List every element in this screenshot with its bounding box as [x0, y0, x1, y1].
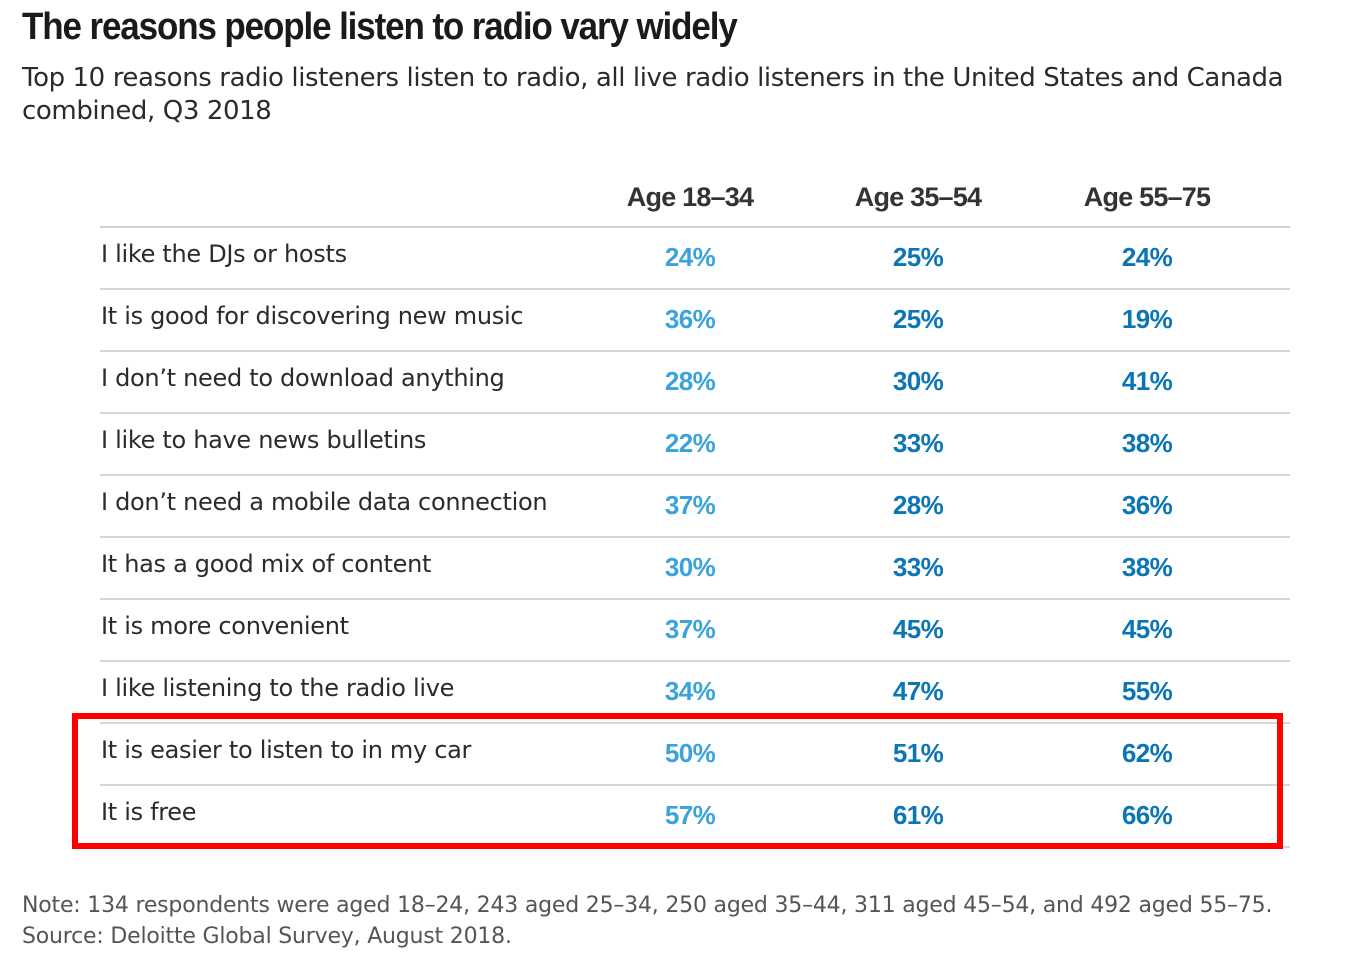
- value-cell: 37%: [664, 490, 716, 520]
- note-text: Note: 134 respondents were aged 18–24, 2…: [22, 893, 1273, 918]
- value-cell: 30%: [892, 366, 944, 396]
- chart-subtitle: Top 10 reasons radio listeners listen to…: [22, 63, 1284, 126]
- row-label: It is free: [101, 798, 197, 826]
- table-row: It is good for discovering new music 36% 2…: [100, 290, 1290, 352]
- column-header-age-18-34: Age 18–34: [626, 182, 754, 212]
- value-cell: 38%: [1121, 428, 1173, 458]
- table-row: I don’t need to download anything 28% 30% 4…: [100, 352, 1290, 414]
- value-cell: 30%: [664, 552, 716, 582]
- value-cell: 37%: [664, 614, 716, 644]
- value-cell: 45%: [1121, 614, 1173, 644]
- value-cell: 61%: [892, 800, 944, 830]
- value-cell: 38%: [1121, 552, 1173, 582]
- value-cell: 45%: [892, 614, 944, 644]
- value-cell: 24%: [1121, 242, 1173, 272]
- footnote: Note: 134 respondents were aged 18–24, 2…: [22, 890, 1272, 952]
- value-cell: 36%: [1121, 490, 1173, 520]
- table-row: I like the DJs or hosts 24% 25% 24%: [100, 228, 1290, 290]
- highlight-box: [72, 713, 1283, 849]
- value-cell: 28%: [664, 366, 716, 396]
- value-cell: 34%: [664, 676, 716, 706]
- source-text: Source: Deloitte Global Survey, August 2…: [22, 924, 512, 949]
- column-header-age-55-75: Age 55–75: [1083, 182, 1211, 212]
- row-label: I like to have news bulletins: [101, 426, 427, 454]
- data-table: Age 18–34 Age 35–54 Age 55–75 I like the…: [100, 170, 1290, 848]
- table-row: It is easier to listen to in my car 50% 51…: [100, 724, 1290, 786]
- table-header-row: Age 18–34 Age 35–54 Age 55–75: [100, 170, 1290, 228]
- value-cell: 36%: [664, 304, 716, 334]
- value-cell: 41%: [1121, 366, 1173, 396]
- value-cell: 28%: [892, 490, 944, 520]
- value-cell: 62%: [1121, 738, 1173, 768]
- table-row: I like listening to the radio live 34% 47%…: [100, 662, 1290, 724]
- row-label: I don’t need a mobile data connection: [101, 488, 548, 516]
- row-label: It has a good mix of content: [101, 550, 432, 578]
- value-cell: 50%: [664, 738, 716, 768]
- table-row: I don’t need a mobile data connection 37%…: [100, 476, 1290, 538]
- value-cell: 66%: [1121, 800, 1173, 830]
- chart-title: The reasons people listen to radio vary …: [22, 6, 738, 48]
- row-label: I like the DJs or hosts: [101, 240, 347, 268]
- value-cell: 25%: [892, 242, 944, 272]
- value-cell: 33%: [892, 552, 944, 582]
- table-body: I like the DJs or hosts 24% 25% 24% It is go…: [100, 228, 1290, 848]
- value-cell: 19%: [1121, 304, 1173, 334]
- column-header-age-35-54: Age 35–54: [854, 182, 982, 212]
- table-row: It has a good mix of content 30% 33% 38%: [100, 538, 1290, 600]
- table-row: I like to have news bulletins 22% 33% 38%: [100, 414, 1290, 476]
- value-cell: 25%: [892, 304, 944, 334]
- row-label: I like listening to the radio live: [101, 674, 455, 702]
- value-cell: 33%: [892, 428, 944, 458]
- value-cell: 57%: [664, 800, 716, 830]
- row-label: It is more convenient: [101, 612, 349, 640]
- row-label: It is good for discovering new music: [101, 302, 524, 330]
- value-cell: 55%: [1121, 676, 1173, 706]
- value-cell: 22%: [664, 428, 716, 458]
- row-label: I don’t need to download anything: [101, 364, 505, 392]
- table-row: It is more convenient 37% 45% 45%: [100, 600, 1290, 662]
- value-cell: 51%: [892, 738, 944, 768]
- value-cell: 47%: [892, 676, 944, 706]
- row-label: It is easier to listen to in my car: [101, 736, 472, 764]
- value-cell: 24%: [664, 242, 716, 272]
